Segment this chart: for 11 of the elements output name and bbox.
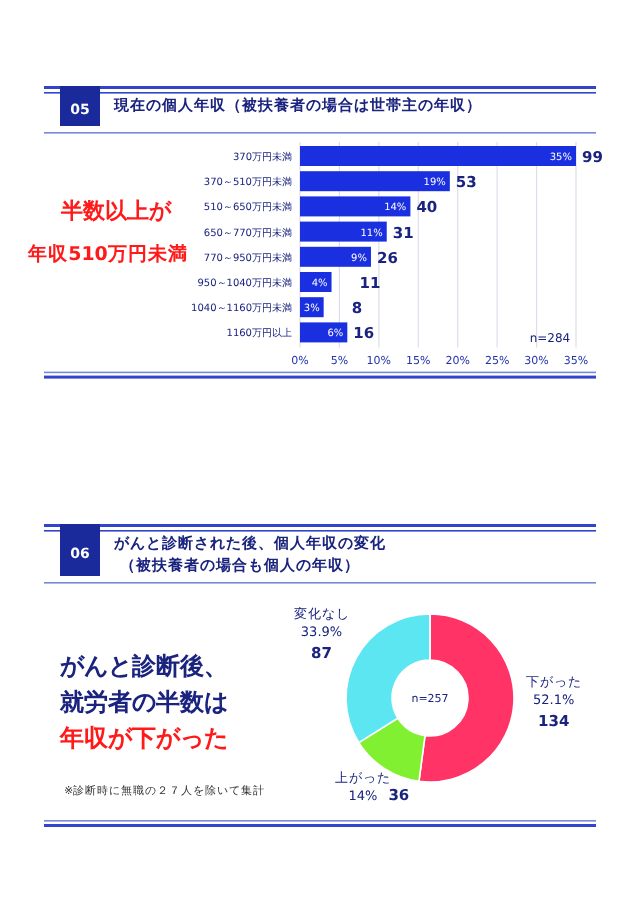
text: 就労者の半数は (58, 688, 228, 716)
bar (300, 221, 387, 242)
text: 年収510万円未満 (26, 242, 188, 266)
bar (300, 322, 348, 343)
bar (300, 146, 576, 166)
text: 半数以上が (59, 198, 173, 224)
text: がんと診断後、 (58, 652, 228, 680)
bar (300, 171, 450, 192)
text: 年収が下がった (58, 724, 228, 752)
bar (300, 246, 371, 267)
bar (300, 196, 411, 217)
